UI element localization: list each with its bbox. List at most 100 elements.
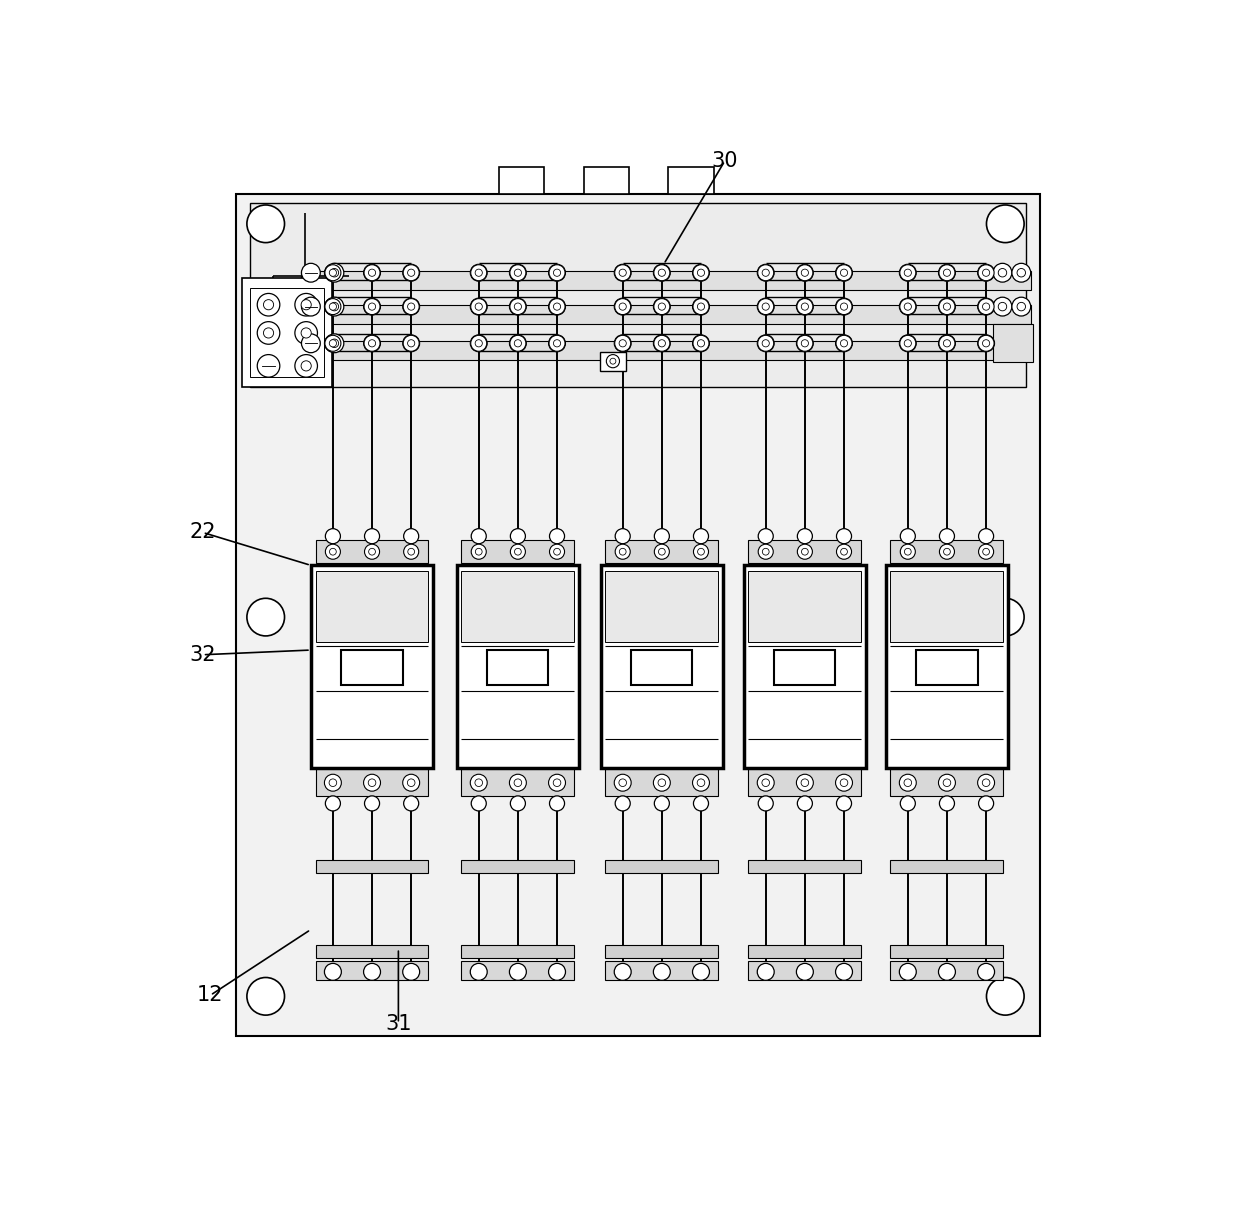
Circle shape xyxy=(363,775,381,791)
Circle shape xyxy=(470,963,487,980)
Circle shape xyxy=(247,978,284,1015)
Circle shape xyxy=(796,963,813,980)
Circle shape xyxy=(475,269,482,276)
Circle shape xyxy=(619,303,626,310)
Bar xyxy=(890,766,1003,796)
Circle shape xyxy=(900,335,916,351)
Circle shape xyxy=(900,298,916,314)
Circle shape xyxy=(330,340,336,347)
Circle shape xyxy=(403,264,419,281)
Circle shape xyxy=(697,269,704,276)
Bar xyxy=(605,572,718,643)
Circle shape xyxy=(761,778,770,787)
Circle shape xyxy=(1017,269,1025,277)
Circle shape xyxy=(403,298,419,314)
Circle shape xyxy=(365,335,379,351)
Circle shape xyxy=(301,263,320,282)
Bar xyxy=(316,945,429,958)
Circle shape xyxy=(697,340,704,347)
Circle shape xyxy=(693,265,709,281)
Circle shape xyxy=(987,599,1024,635)
Circle shape xyxy=(841,340,848,347)
Circle shape xyxy=(365,796,379,811)
Circle shape xyxy=(403,298,419,315)
Circle shape xyxy=(408,340,415,347)
Circle shape xyxy=(511,529,526,544)
Circle shape xyxy=(698,549,704,555)
Bar xyxy=(316,572,429,643)
Circle shape xyxy=(758,775,774,791)
Circle shape xyxy=(904,303,911,310)
Circle shape xyxy=(619,778,626,787)
Circle shape xyxy=(471,298,487,314)
Circle shape xyxy=(904,303,911,310)
Circle shape xyxy=(841,303,848,310)
Circle shape xyxy=(549,265,565,281)
Circle shape xyxy=(610,358,616,364)
Circle shape xyxy=(837,529,852,544)
Circle shape xyxy=(697,269,704,276)
Circle shape xyxy=(404,529,419,544)
Circle shape xyxy=(758,796,774,811)
Circle shape xyxy=(841,778,848,787)
Circle shape xyxy=(899,298,916,315)
Circle shape xyxy=(653,265,670,281)
Bar xyxy=(890,962,1003,980)
Circle shape xyxy=(614,298,631,315)
Bar xyxy=(316,540,429,563)
Bar xyxy=(916,650,977,684)
Circle shape xyxy=(940,544,955,560)
Circle shape xyxy=(944,549,950,555)
Text: 30: 30 xyxy=(712,150,738,171)
Circle shape xyxy=(408,549,414,555)
Circle shape xyxy=(301,297,320,316)
Circle shape xyxy=(301,360,311,371)
Circle shape xyxy=(899,335,916,352)
Circle shape xyxy=(510,335,526,352)
Circle shape xyxy=(655,544,670,560)
Circle shape xyxy=(982,269,990,276)
Circle shape xyxy=(761,303,770,310)
Circle shape xyxy=(801,778,808,787)
Circle shape xyxy=(615,335,631,351)
Circle shape xyxy=(982,303,990,310)
Circle shape xyxy=(797,796,812,811)
Text: 22: 22 xyxy=(190,523,216,543)
Circle shape xyxy=(763,340,769,347)
Circle shape xyxy=(363,298,381,315)
Circle shape xyxy=(939,298,955,315)
Circle shape xyxy=(982,778,990,787)
Circle shape xyxy=(993,263,1012,282)
Circle shape xyxy=(836,264,852,281)
Circle shape xyxy=(758,335,774,351)
Circle shape xyxy=(471,335,487,351)
Bar xyxy=(605,860,718,873)
Circle shape xyxy=(841,549,847,555)
Circle shape xyxy=(553,269,560,276)
Circle shape xyxy=(325,529,341,544)
Circle shape xyxy=(697,340,704,347)
Circle shape xyxy=(553,303,560,310)
Circle shape xyxy=(982,269,990,276)
Circle shape xyxy=(836,265,852,281)
Circle shape xyxy=(330,338,339,347)
Circle shape xyxy=(693,544,708,560)
Circle shape xyxy=(325,796,341,811)
Circle shape xyxy=(510,265,526,281)
Circle shape xyxy=(619,269,626,276)
Circle shape xyxy=(329,778,337,787)
Circle shape xyxy=(619,269,626,276)
Circle shape xyxy=(693,529,708,544)
Circle shape xyxy=(978,298,994,314)
Circle shape xyxy=(403,775,419,791)
Circle shape xyxy=(363,963,381,980)
Circle shape xyxy=(330,549,336,555)
Circle shape xyxy=(944,303,951,310)
Circle shape xyxy=(658,269,666,276)
Bar xyxy=(774,650,836,684)
Bar xyxy=(890,860,1003,873)
Circle shape xyxy=(939,265,955,281)
Circle shape xyxy=(944,340,951,347)
Circle shape xyxy=(614,775,631,791)
Circle shape xyxy=(944,778,951,787)
